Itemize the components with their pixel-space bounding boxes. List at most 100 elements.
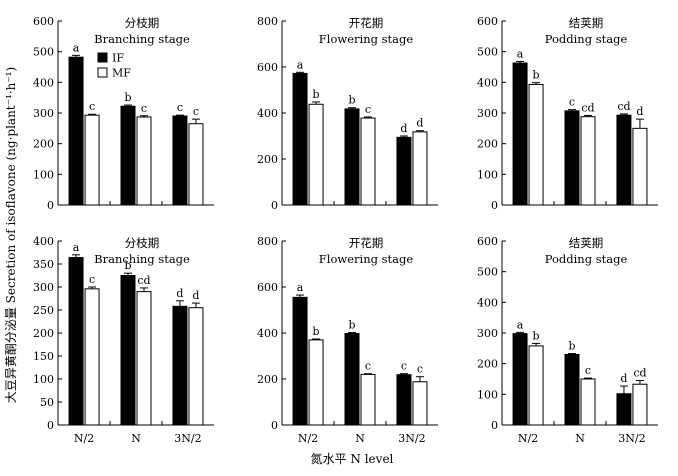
- legend-label-mf: MF: [112, 67, 131, 80]
- y-tick-label: 400: [477, 296, 498, 309]
- y-tick-label: 350: [33, 258, 54, 271]
- significance-letter: b: [313, 325, 320, 338]
- y-tick-label: 800: [257, 15, 278, 28]
- y-tick-label: 200: [257, 373, 278, 386]
- significance-letter: c: [177, 101, 183, 114]
- significance-letter: a: [297, 281, 304, 294]
- panel-title-cn: 分枝期: [125, 16, 160, 30]
- y-tick-label: 50: [40, 396, 54, 409]
- bar-mf: [360, 373, 376, 426]
- bar-if: [396, 374, 412, 426]
- significance-letter: b: [533, 69, 540, 82]
- panel-title-cn: 分枝期: [125, 236, 160, 250]
- significance-letter: d: [620, 372, 627, 385]
- bar-mf: [580, 378, 596, 426]
- bar-if: [564, 353, 580, 426]
- significance-letter: a: [73, 41, 80, 54]
- legend-label-if: IF: [112, 52, 124, 65]
- significance-letter: d: [636, 105, 643, 118]
- y-tick-label: 0: [271, 419, 278, 432]
- y-tick-label: 600: [33, 15, 54, 28]
- y-tick-label: 0: [271, 199, 278, 212]
- panel-title-cn: 开花期: [349, 16, 384, 30]
- panel-title-en: Flowering stage: [319, 32, 414, 46]
- bar-if: [396, 136, 412, 206]
- panel-title-en: Flowering stage: [319, 252, 414, 266]
- panel-title-en: Branching stage: [94, 252, 190, 266]
- y-tick-label: 300: [477, 107, 498, 120]
- significance-letter: c: [193, 105, 199, 118]
- legend-swatch-if: [97, 52, 108, 63]
- bar-mf: [412, 131, 428, 206]
- y-tick-label: 150: [33, 350, 54, 363]
- y-tick-label: 200: [257, 153, 278, 166]
- bar-mf: [360, 117, 376, 206]
- y-tick-label: 300: [33, 107, 54, 120]
- x-tick-label: N/2: [298, 432, 318, 445]
- y-tick-label: 400: [257, 327, 278, 340]
- significance-letter: c: [365, 360, 371, 373]
- bar-if: [120, 105, 136, 206]
- significance-letter: d: [416, 117, 423, 130]
- y-tick-label: 200: [33, 138, 54, 151]
- y-tick-label: 500: [477, 46, 498, 59]
- significance-letter: c: [365, 103, 371, 116]
- bar-mf: [84, 114, 100, 206]
- panel-title-en: Podding stage: [545, 252, 628, 266]
- significance-letter: c: [417, 363, 423, 376]
- y-tick-label: 100: [477, 168, 498, 181]
- significance-letter: cd: [617, 100, 630, 113]
- y-tick-label: 300: [477, 327, 498, 340]
- bar-if: [292, 72, 308, 206]
- y-tick-label: 600: [257, 61, 278, 74]
- significance-letter: b: [348, 94, 355, 107]
- significance-letter: d: [400, 122, 407, 135]
- significance-letter: c: [401, 360, 407, 373]
- significance-letter: cd: [137, 274, 150, 287]
- bar-mf: [528, 83, 544, 206]
- significance-letter: d: [192, 289, 199, 302]
- bar-if: [68, 257, 84, 426]
- bar-mf: [188, 123, 204, 206]
- chart-panel-6: 0 100 200 300 400 500 600 N/2 N 3N/2 结荚期 Podding st…: [477, 235, 658, 445]
- y-tick-label: 0: [491, 199, 498, 212]
- bar-if: [68, 56, 84, 206]
- bar-if: [616, 114, 632, 206]
- x-tick-label: 3N/2: [618, 432, 645, 445]
- significance-letter: c: [89, 100, 95, 113]
- bar-mf: [528, 345, 544, 426]
- bar-mf: [136, 291, 152, 426]
- panel-title-cn: 结荚期: [569, 16, 604, 30]
- bar-mf: [580, 116, 596, 206]
- bar-mf: [632, 383, 648, 426]
- chart-panel-5: 0 200 400 600 800 N/2 N 3N/2 开花期 Flowering stage a…: [257, 235, 438, 445]
- chart-panel-4: 0 50 100 150 200 250 300 350 400 N/2 N 3N/2 分枝期 Branc…: [33, 235, 214, 445]
- y-tick-label: 200: [33, 327, 54, 340]
- y-tick-label: 400: [477, 76, 498, 89]
- y-tick-label: 500: [477, 266, 498, 279]
- y-tick-label: 0: [47, 419, 54, 432]
- panel-title-en: Branching stage: [94, 32, 190, 46]
- y-tick-label: 100: [477, 388, 498, 401]
- y-tick-label: 0: [491, 419, 498, 432]
- significance-letter: b: [533, 329, 540, 342]
- significance-letter: a: [517, 318, 524, 331]
- y-tick-label: 100: [33, 373, 54, 386]
- bar-mf: [308, 103, 324, 206]
- significance-letter: b: [568, 340, 575, 353]
- significance-letter: b: [124, 91, 131, 104]
- panel-title-cn: 开花期: [349, 236, 384, 250]
- y-tick-label: 400: [33, 76, 54, 89]
- y-tick-label: 400: [33, 235, 54, 248]
- y-tick-label: 600: [257, 281, 278, 294]
- x-axis-label: 氮水平 N level: [311, 451, 394, 466]
- x-tick-label: N/2: [74, 432, 94, 445]
- bar-mf: [632, 127, 648, 206]
- significance-letter: c: [585, 364, 591, 377]
- y-tick-label: 600: [477, 235, 498, 248]
- significance-letter: a: [297, 58, 304, 71]
- y-tick-label: 300: [33, 281, 54, 294]
